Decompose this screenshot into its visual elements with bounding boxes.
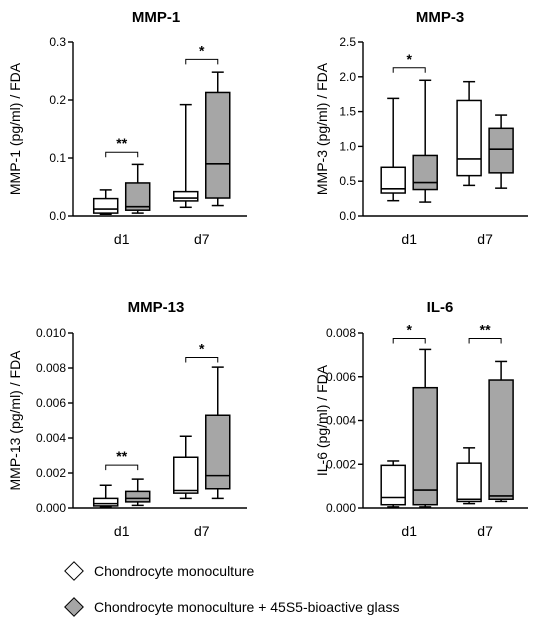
y-tick-label: 0.006 xyxy=(36,396,66,410)
box-monoculture-d7 xyxy=(456,99,482,177)
box-bioactive-glass-d7 xyxy=(488,379,514,500)
significance-bracket xyxy=(105,464,139,471)
x-category-label: d1 xyxy=(401,231,417,247)
box-bioactive-glass-d1 xyxy=(124,490,151,503)
legend-item-bioactive-glass: Chondrocyte monoculture + 45S5-bioactive… xyxy=(64,596,399,618)
box-monoculture-d7 xyxy=(173,190,199,202)
y-axis-label: MMP-13 (pg/ml) / FDA xyxy=(7,350,23,491)
legend-item-monoculture: Chondrocyte monoculture xyxy=(64,560,254,582)
box-bioactive-glass-d7 xyxy=(205,91,231,199)
y-tick-label: 0.008 xyxy=(326,326,356,340)
x-category-label: d7 xyxy=(477,231,493,247)
box-bioactive-glass-d7 xyxy=(205,414,231,490)
panel-title: MMP-13 xyxy=(128,299,185,316)
y-tick-label: 0.1 xyxy=(49,151,66,165)
panel-il-6: IL-6 IL-6 (pg/ml) / FDA 0.000 0.002 0.004 0.0… xyxy=(314,299,528,539)
box-monoculture-d7 xyxy=(173,456,199,494)
x-category-label: d7 xyxy=(194,523,210,539)
box-bioactive-glass-d1 xyxy=(412,154,438,191)
y-tick-label: 0.004 xyxy=(326,414,356,428)
legend-marker-white-diamond xyxy=(64,561,84,581)
box-monoculture-d1 xyxy=(92,197,119,214)
y-tick-label: 0.010 xyxy=(36,326,66,340)
y-tick-label: 0.008 xyxy=(36,361,66,375)
significance-bracket xyxy=(185,357,219,363)
y-tick-label: 0.000 xyxy=(36,501,66,515)
panel-title: MMP-1 xyxy=(132,9,180,26)
legend-marker-gray-diamond xyxy=(64,597,84,617)
box-monoculture-d7 xyxy=(456,462,482,503)
y-tick-label: 0.0 xyxy=(339,209,356,223)
y-tick-label: 0.3 xyxy=(49,35,66,49)
significance-label: * xyxy=(406,321,412,337)
significance-bracket xyxy=(468,337,502,344)
y-tick-label: 0.002 xyxy=(326,457,356,471)
y-tick-label: 2.5 xyxy=(339,35,356,49)
panel-mmp-3: MMP-3 MMP-3 (pg/ml) / FDA 0.0 0.5 1.0 1.5 2.0 2… xyxy=(314,9,528,247)
legend-label: Chondrocyte monoculture xyxy=(94,563,255,579)
significance-label: ** xyxy=(116,448,127,464)
y-tick-label: 0.0 xyxy=(49,209,66,223)
x-category-label: d7 xyxy=(194,231,210,247)
panel-title: IL-6 xyxy=(427,299,454,316)
y-tick-label: 1.0 xyxy=(339,139,356,153)
y-tick-label: 0.5 xyxy=(339,174,356,188)
significance-bracket xyxy=(105,151,139,158)
y-axis-label: MMP-1 (pg/ml) / FDA xyxy=(7,62,23,195)
y-axis-label: IL-6 (pg/ml) / FDA xyxy=(314,364,330,476)
y-tick-label: 2.0 xyxy=(339,70,356,84)
box-bioactive-glass-d1 xyxy=(124,182,151,211)
significance-label: * xyxy=(406,51,412,67)
significance-bracket xyxy=(185,58,219,65)
significance-bracket xyxy=(392,337,426,344)
y-tick-label: 0.000 xyxy=(326,501,356,515)
panel-mmp-13: MMP-13 MMP-13 (pg/ml) / FDA 0.000 0.002 0.00… xyxy=(7,299,247,539)
y-tick-label: 0.006 xyxy=(326,370,356,384)
significance-label: ** xyxy=(480,321,491,337)
y-tick-label: 0.004 xyxy=(36,431,66,445)
x-category-label: d1 xyxy=(401,523,417,539)
y-tick-label: 1.5 xyxy=(339,105,356,119)
box-monoculture-d1 xyxy=(380,464,406,506)
box-monoculture-d1 xyxy=(92,497,119,507)
legend-label: Chondrocyte monoculture + 45S5-bioactive… xyxy=(94,599,400,615)
y-tick-label: 0.002 xyxy=(36,466,66,480)
box-bioactive-glass-d1 xyxy=(412,386,438,506)
significance-label: * xyxy=(199,42,205,58)
significance-bracket xyxy=(392,67,426,73)
x-category-label: d7 xyxy=(477,523,493,539)
x-category-label: d1 xyxy=(114,231,130,247)
x-category-label: d1 xyxy=(114,523,130,539)
y-tick-label: 0.2 xyxy=(49,93,66,107)
panel-mmp-1: MMP-1 MMP-1 (pg/ml) / FDA 0.0 0.1 0.2 0.3 d1 d7… xyxy=(7,9,247,247)
y-axis-label: MMP-3 (pg/ml) / FDA xyxy=(314,62,330,195)
significance-label: ** xyxy=(116,135,127,151)
box-bioactive-glass-d7 xyxy=(488,127,514,174)
significance-label: * xyxy=(199,341,205,357)
panel-title: MMP-3 xyxy=(416,9,464,26)
